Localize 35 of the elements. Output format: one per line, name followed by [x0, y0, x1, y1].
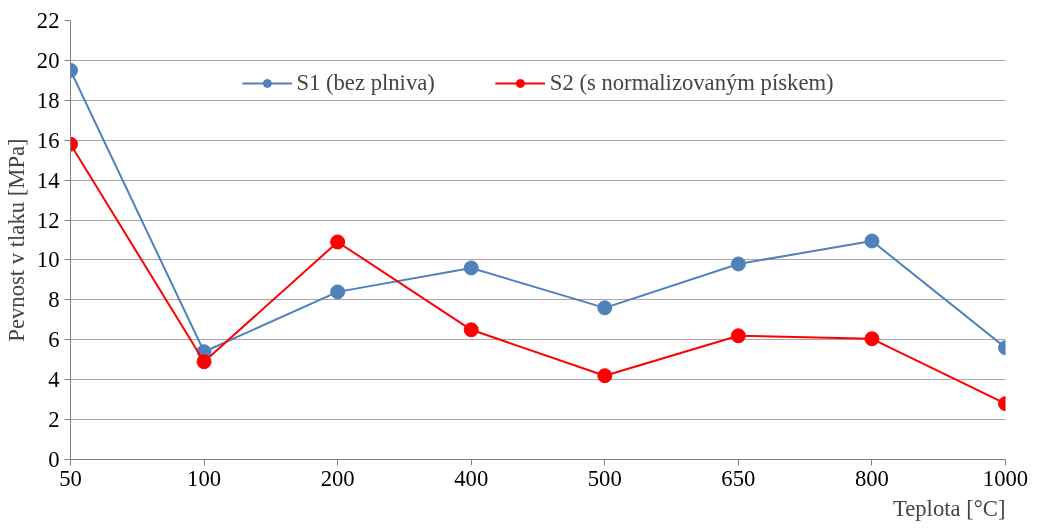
y-tick-label: 20	[36, 47, 60, 73]
point	[463, 322, 479, 338]
point	[196, 354, 212, 370]
point	[597, 300, 613, 316]
y-axis-title: Pevnost v tlaku [MPa]	[3, 138, 29, 342]
x-tick-label: 100	[187, 465, 222, 491]
y-tick-label: 18	[36, 87, 60, 113]
x-tick-label: 650	[721, 465, 756, 491]
y-tick-label: 22	[36, 8, 60, 33]
y-tick-label: 12	[36, 207, 60, 233]
y-tick-label: 8	[48, 287, 60, 313]
x-tick-label: 800	[854, 465, 889, 491]
x-tick-label: 50	[59, 465, 82, 491]
x-tick-label: 1000	[982, 465, 1029, 491]
point	[597, 368, 613, 384]
y-tick-label: 16	[36, 127, 60, 153]
x-axis-title: Teplota [°C]	[892, 495, 1006, 521]
x-tick-label: 500	[587, 465, 622, 491]
y-tick-label: 2	[48, 407, 60, 433]
legend-label: S1 (bez plniva)	[296, 70, 435, 96]
point	[463, 260, 479, 276]
point	[730, 256, 746, 272]
y-tick-label: 6	[48, 327, 60, 353]
y-tick-label: 0	[48, 447, 60, 472]
point	[864, 331, 880, 347]
point	[330, 284, 346, 300]
point	[730, 328, 746, 344]
point	[330, 234, 346, 250]
y-tick-label: 14	[36, 167, 60, 193]
point	[864, 233, 880, 249]
y-tick-label: 4	[48, 367, 60, 393]
x-tick-label: 400	[454, 465, 489, 491]
y-tick-label: 10	[36, 247, 60, 273]
legend-label: S2 (s normalizovaným pískem)	[549, 70, 834, 96]
x-tick-label: 200	[320, 465, 355, 491]
